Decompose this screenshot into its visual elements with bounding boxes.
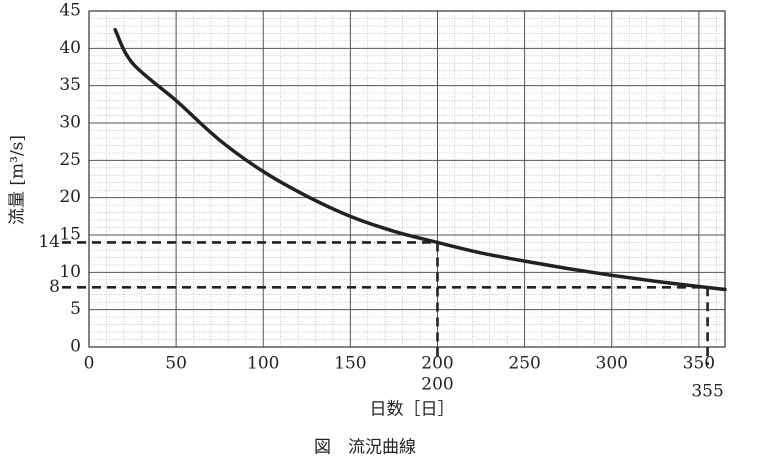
y-tick-label: 10 <box>59 262 81 282</box>
reference-line <box>62 285 709 365</box>
y-tick-label: 40 <box>59 38 81 58</box>
reference-line <box>62 241 439 357</box>
y-tick-label: 0 <box>70 337 81 357</box>
x-axis-label: 日数［日］ <box>370 400 455 420</box>
x-tick-label: 350 <box>683 354 715 374</box>
y-axis-label: 流量 [m³/s] <box>8 135 28 225</box>
x-tick-label: 200 <box>421 354 453 374</box>
y-tick-label: 5 <box>70 299 81 319</box>
y-tick-label: 15 <box>59 225 81 245</box>
x-tick-label: 100 <box>247 354 279 374</box>
x-tick-label: 250 <box>508 354 540 374</box>
x-tick-label: 300 <box>596 354 628 374</box>
x-tick-label: 150 <box>334 354 366 374</box>
y-tick-label: 25 <box>59 150 81 170</box>
x-tick-label: 0 <box>84 354 95 374</box>
reference-x-label: 355 <box>691 382 723 402</box>
reference-y-label: 8 <box>49 277 60 297</box>
y-tick-label: 45 <box>59 1 81 21</box>
y-tick-label: 20 <box>59 187 81 207</box>
y-tick-label: 30 <box>59 113 81 133</box>
reference-y-label: 14 <box>38 232 60 252</box>
plot-frame <box>88 10 726 348</box>
caption: 図 流況曲線 <box>314 438 416 458</box>
reference-x-label: 200 <box>421 375 453 395</box>
x-tick-label: 50 <box>165 354 187 374</box>
y-tick-label: 35 <box>59 75 81 95</box>
flow-curve <box>113 27 727 292</box>
